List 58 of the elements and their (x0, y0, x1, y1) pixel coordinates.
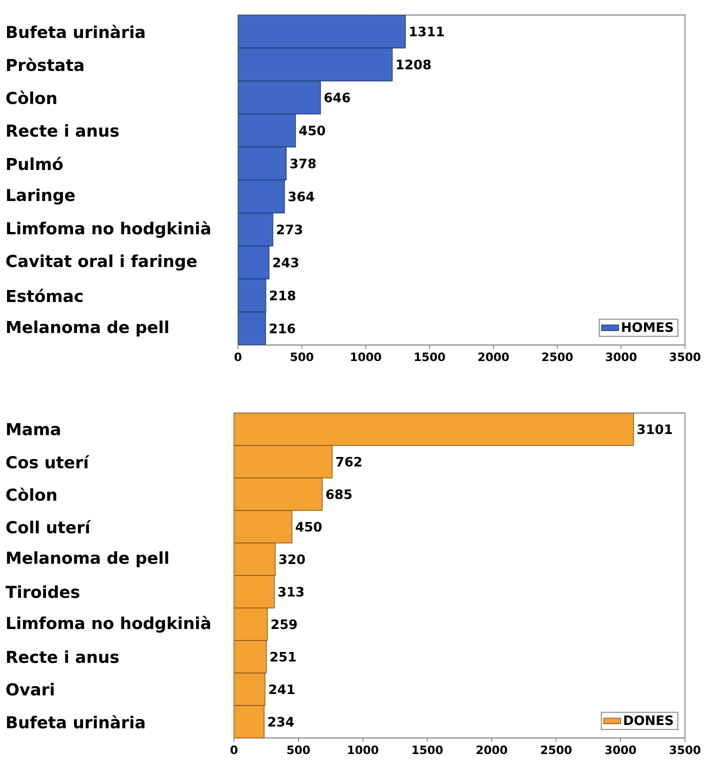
data-label: 273 (277, 224, 302, 234)
y-tick-label: Limfoma no hodgkinià (7, 616, 210, 633)
x-tick-label: 1500 (414, 352, 445, 362)
x-tick-label: 2000 (476, 746, 508, 754)
x-tick-label: 2500 (541, 746, 572, 754)
y-tick-label: Melanoma de pell (7, 320, 168, 336)
data-label: 364 (288, 192, 314, 202)
x-tick-label: 1500 (412, 746, 443, 754)
y-tick-label: Estómac (7, 288, 83, 302)
y-tick-label: Pròstata (7, 58, 84, 72)
y-tick-label: Limfoma no hodgkinià (7, 221, 210, 238)
data-label: 646 (324, 92, 350, 102)
x-tick-label: 0 (234, 352, 242, 362)
x-tick-label: 0 (230, 746, 238, 754)
y-tick-label: Laringe (7, 188, 75, 205)
data-label: 3101 (638, 424, 672, 434)
data-label: 762 (336, 456, 362, 467)
x-tick-label: 2000 (478, 352, 509, 362)
x-tick-label: 1000 (348, 746, 378, 754)
data-label: 243 (273, 258, 298, 268)
data-label: 259 (272, 619, 297, 630)
data-label: 241 (269, 684, 294, 694)
data-label: 450 (299, 126, 326, 136)
x-tick-label: 3500 (670, 352, 700, 362)
legend-label: HOMES (622, 322, 673, 332)
y-tick-label: Pulmó (7, 156, 63, 170)
x-tick-label: 500 (287, 746, 310, 754)
x-tick-label: 1000 (351, 352, 382, 362)
y-tick-label: Mama (7, 423, 60, 436)
data-label: 218 (270, 290, 296, 300)
y-tick-label: Ovari (6, 682, 54, 696)
y-tick-label: Bufeta urinària (7, 24, 144, 38)
legend-label: DONES (624, 715, 673, 726)
y-tick-label: Tiroides (6, 585, 80, 598)
data-label: 320 (279, 554, 305, 564)
x-tick-label: 3000 (606, 352, 637, 362)
y-tick-label: Còlon (6, 488, 56, 501)
y-tick-label: Cavitat oral i faringe (6, 254, 197, 271)
data-label: 1311 (410, 26, 444, 36)
data-label: 216 (270, 324, 296, 334)
x-tick-label: 500 (290, 352, 314, 362)
data-label: 1208 (396, 60, 431, 70)
x-tick-label: 2500 (542, 352, 573, 362)
y-tick-label: Còlon (6, 90, 56, 104)
y-tick-label: Bufeta urinària (7, 715, 144, 728)
x-tick-label: 3500 (670, 746, 700, 754)
y-tick-label: Cos uterí (6, 455, 90, 468)
y-tick-label: Recte i anus (7, 650, 119, 664)
data-label: 251 (270, 652, 296, 662)
data-label: 450 (296, 522, 322, 532)
data-label: 378 (290, 158, 316, 168)
y-tick-label: Coll uterí (6, 520, 92, 534)
data-label: 234 (268, 716, 294, 727)
data-label: 313 (278, 586, 304, 597)
y-tick-label: Recte i anus (7, 124, 119, 137)
y-tick-label: Melanoma de pell (7, 551, 168, 568)
data-label: 685 (326, 489, 352, 500)
x-tick-label: 3000 (605, 746, 636, 754)
